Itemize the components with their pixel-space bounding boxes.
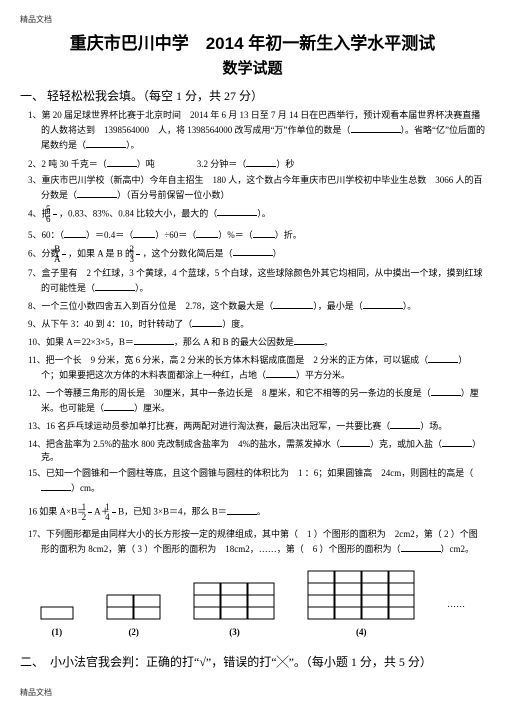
- q9: 9、从下午 3：40 到 4：10，时针转动了（）度。: [28, 316, 485, 331]
- q3: 3、重庆市巴川学校（新高中）今年自主招生 180 人，这个数占今年重庆市巴川学校…: [28, 174, 485, 202]
- q11: 11、把一个长 9 分米，宽 6 分米，高 2 分米的长方体木料锯成底面是 2 …: [28, 352, 485, 382]
- frac-B-A: BA: [62, 245, 66, 264]
- doc-title-line2: 数学试题: [20, 58, 485, 80]
- q16: 16 如果 A×B＝ 12 A＋ 14 B，已知 3×B＝4，那么 B＝。: [28, 503, 485, 522]
- q4: 4、把 56 ，0.83、83%、0.84 比较大小，最大的（）。: [28, 205, 485, 224]
- section-1-heading: 一、 轻轻松松我会填。（每空 1 分，共 27 分）: [20, 88, 485, 105]
- q8: 8、一个三位小数四舍五入到百分位是 2.78，这个数最大是（），最小是（）。: [28, 298, 485, 313]
- frac-5-6: 56: [53, 205, 57, 224]
- figure-4: (4): [307, 570, 415, 639]
- q14: 14、把含盐率为 2.5%的盐水 800 克改制成含盐率为 4%的盐水，需蒸发掉…: [28, 436, 485, 464]
- frac-1-2: 12: [88, 503, 92, 522]
- q12: 12、一个等腰三角形的周长是 30厘米，其中一条边长是 8 厘米，和它不相等的另…: [28, 385, 485, 415]
- q2: 2、2 吨 30 千克＝（）吨3.2 分钟＝（）秒: [28, 156, 485, 171]
- footer-watermark: 精品文档: [20, 687, 485, 699]
- q5: 5、60：（）＝0.4＝（）÷60＝（）%＝（）折。: [28, 227, 485, 242]
- figure-3: (3): [193, 582, 275, 639]
- q10: 10、如果 A＝22×3×5，B＝，那么 A 和 B 的最大公因数是。: [28, 334, 485, 349]
- header-watermark: 精品文档: [20, 14, 485, 26]
- q7: 7、盒子里有 2 个红球，3 个黄球，4 个蓝球，5 个白球，这些球除颜色外其它…: [28, 267, 485, 295]
- section-2-heading: 二、 小小法官我会判：正确的打“√”，错误的打“╳”。（每小题 1 分，共 5 …: [20, 654, 485, 671]
- q6: 6、分数 BA ，如果 A 是 B 的 23 ，这个分数化简后是（）: [28, 245, 485, 264]
- figure-row: (1) (2) (3): [24, 570, 481, 639]
- figure-2: (2): [106, 594, 162, 639]
- q17: 17、下列图形都是由同样大小的长方形按一定的规律组成，其中第（ 1 ）个图形的面…: [28, 528, 485, 556]
- q1: 1、第 20 届足球世界杯比赛于北京时间 2014 年 6 月 13 日至 7 …: [28, 109, 485, 152]
- figure-1: (1): [40, 606, 74, 639]
- q15: 15、已知一个圆锥和一个圆柱等底，且这个圆锥与圆柱的体积比为 1 ：6；如果圆锥…: [28, 467, 485, 495]
- frac-2-3: 23: [136, 245, 140, 264]
- frac-1-4: 14: [112, 503, 116, 522]
- doc-title-line1: 重庆市巴川中学 2014 年初一新生入学水平测试: [20, 32, 485, 57]
- q13: 13、16 名乒乓球运动员参加单打比赛，两两配对进行淘汰赛，最后决出冠军，一共要…: [28, 418, 485, 433]
- figure-dots: ……: [447, 598, 465, 611]
